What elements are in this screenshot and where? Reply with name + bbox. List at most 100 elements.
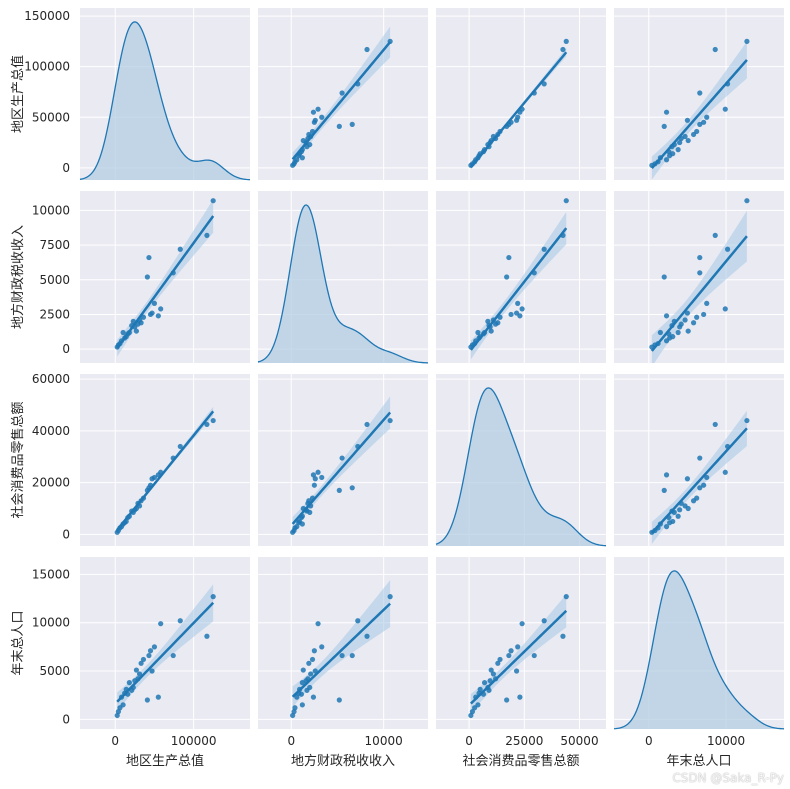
scatter-point [661, 274, 667, 280]
scatter-point [488, 328, 494, 334]
panel-0-2 [436, 8, 606, 180]
scatter-point [541, 81, 547, 87]
scatter-point [310, 694, 317, 700]
kde-line [79, 21, 251, 181]
scatter-point [472, 705, 478, 711]
scatter-point [560, 46, 566, 53]
scatter-point [151, 300, 158, 306]
panel-background [436, 8, 606, 180]
scatter-point [299, 521, 305, 527]
x-tick-label: 0 [465, 734, 473, 748]
scatter-point [306, 660, 312, 666]
scatter-point [697, 90, 703, 96]
scatter-point [349, 652, 355, 659]
regression-line [470, 609, 568, 705]
scatter-point [311, 119, 317, 125]
scatter-point [704, 114, 710, 120]
panel-background [436, 557, 606, 729]
scatter-point [504, 697, 510, 703]
scatter-point [490, 671, 497, 677]
scatter-point [712, 46, 718, 53]
scatter-point [339, 652, 345, 659]
panel-background [436, 191, 606, 363]
scatter-point [339, 455, 345, 461]
scatter-point [508, 648, 514, 654]
panel-background [614, 191, 784, 363]
panel-0-0 [79, 8, 251, 181]
scatter-point [210, 594, 216, 600]
y-axis-label: 地方财政税收收入 [10, 225, 26, 329]
scatter-point [147, 648, 154, 654]
scatter-point [114, 529, 120, 535]
panel-1-0 [80, 191, 250, 363]
scatter-point [513, 668, 520, 674]
scatter-point [675, 147, 681, 153]
confidence-band [117, 584, 214, 712]
regression-line [291, 411, 392, 525]
y-axis-label: 地区生产总值 [10, 55, 26, 133]
y-tick-label: 0 [62, 342, 70, 356]
scatter-point [349, 121, 355, 127]
scatter-point [497, 656, 503, 663]
scatter-point [177, 618, 183, 624]
scatter-point [663, 472, 670, 478]
scatter-point [133, 667, 140, 673]
confidence-band [292, 580, 391, 708]
scatter-point [387, 417, 393, 424]
scatter-point [204, 232, 210, 238]
scatter-point [663, 109, 670, 115]
scatter-point [485, 318, 491, 324]
y-tick-label: 5000 [39, 273, 70, 287]
scatter-point [336, 697, 342, 703]
panel-3-0 [80, 557, 250, 729]
scatter-point [310, 109, 317, 115]
panel-1-2 [436, 191, 606, 363]
scatter-point [663, 313, 670, 319]
panel-2-2 [435, 374, 607, 547]
y-tick-label: 0 [62, 161, 70, 175]
watermark: CSDN @Saka_R-Py [672, 771, 784, 785]
kde-fill [436, 387, 606, 546]
scatter-point [312, 476, 318, 482]
scatter-point [667, 520, 673, 526]
x-tick-label: 50000 [560, 734, 598, 748]
regression-line [116, 215, 215, 349]
scatter-point [704, 474, 710, 481]
scatter-point [355, 618, 361, 624]
scatter-point [311, 648, 317, 654]
scatter-point [495, 660, 501, 666]
scatter-point [685, 328, 691, 334]
scatter-point [519, 621, 525, 627]
y-tick-label: 2500 [39, 307, 70, 321]
scatter-point [697, 455, 703, 461]
scatter-point [697, 270, 703, 276]
scatter-point [697, 254, 703, 261]
scatter-point [690, 498, 697, 504]
scatter-point [663, 338, 670, 344]
scatter-point [697, 121, 703, 127]
scatter-point [146, 254, 152, 261]
panel-3-3 [613, 557, 785, 730]
y-tick-label: 50000 [32, 110, 70, 124]
scatter-point [563, 594, 569, 600]
scatter-point [339, 90, 345, 96]
y-tick-label: 0 [62, 712, 70, 726]
scatter-point [300, 667, 306, 673]
scatter-point [657, 329, 663, 336]
panel-0-1 [258, 8, 428, 180]
scatter-point [149, 476, 155, 482]
scatter-point [133, 328, 140, 334]
kde-fill [614, 570, 784, 729]
scatter-point [744, 38, 750, 44]
scatter-point [204, 633, 210, 639]
scatter-point [744, 198, 750, 204]
scatter-point [722, 106, 728, 112]
panel-background [80, 557, 250, 729]
scatter-point [177, 246, 183, 252]
scatter-point [684, 476, 691, 482]
regression-line [469, 51, 568, 169]
scatter-point [541, 246, 547, 252]
scatter-point [515, 644, 521, 650]
scatter-point [299, 702, 305, 708]
scatter-point [675, 513, 681, 519]
